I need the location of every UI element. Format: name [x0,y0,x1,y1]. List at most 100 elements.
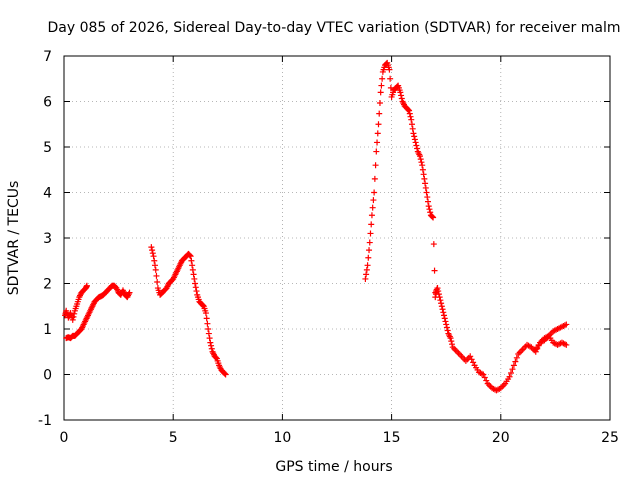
data-point [435,291,442,298]
data-point [150,253,157,260]
data-point [429,213,436,220]
data-point [205,326,212,332]
y-tick-label: 0 [43,368,52,384]
data-point [447,335,454,342]
series-3 [148,244,229,378]
x-tick-label: 10 [273,430,291,446]
data-point [406,107,413,114]
data-point [483,377,490,384]
series-6 [532,321,570,353]
data-point [200,302,207,309]
ticks: 0 5 10 15 20 25 -1 0 1 2 3 4 5 6 7 [38,49,619,446]
data-point [222,371,229,378]
data-point [372,162,379,169]
data-point [441,312,448,319]
data-point [373,148,380,155]
data-point [426,206,433,213]
data-point [409,125,416,132]
data-point [202,310,209,317]
data-point [366,247,373,254]
series-1 [63,282,133,342]
data-point [440,309,447,316]
data-point [510,362,517,369]
data-point [481,374,488,381]
data-point [436,294,443,301]
x-axis-label: GPS time / hours [275,459,392,475]
data-point [398,95,405,102]
data-point [70,313,77,320]
data-point [443,321,450,328]
data-point [213,354,220,361]
chart-title: Day 085 of 2026, Sidereal Day-to-day VTE… [48,20,621,36]
data-point [204,320,211,327]
data-point [507,369,514,376]
data-point [187,253,194,260]
data-point [398,92,405,99]
data-point [467,353,474,360]
data-point [435,288,442,295]
data-point [412,139,419,146]
data-point [370,197,377,204]
data-point [71,310,78,317]
y-tick-label: 7 [43,49,52,65]
data-point [192,280,199,287]
data-point [207,339,214,346]
data-point [443,324,450,331]
data-point [368,212,375,219]
data-point [437,297,444,304]
data-point [205,330,212,337]
data-point [386,66,393,73]
grid [64,56,610,420]
data-point [405,106,412,113]
data-point [468,356,475,363]
data-point [418,159,425,166]
data-point [369,204,376,211]
data-point [431,267,438,274]
data-point [438,300,445,307]
data-point [422,180,429,187]
data-point [189,262,196,269]
data-point [407,113,414,120]
x-tick-label: 15 [383,430,401,446]
data-point [366,239,373,246]
data-point [420,171,427,178]
data-point [411,133,418,140]
data-point [411,136,418,143]
data-point [193,288,200,295]
data-point [149,250,156,257]
y-tick-label: 2 [43,277,52,293]
data-point [397,89,404,96]
data-point [506,373,513,380]
data-point [439,306,446,313]
data-point [186,252,193,259]
data-point [69,316,76,323]
data-point [438,303,445,310]
data-point [208,345,215,352]
data-point [434,285,441,292]
data-point [421,175,428,182]
data-point [444,327,451,334]
data-point [448,338,455,345]
y-tick-label: 1 [43,322,52,338]
data-point [206,335,213,342]
data-point [419,162,426,169]
series-4 [362,59,441,301]
data-point [424,194,431,201]
data-point [408,121,415,128]
data-point [563,341,570,348]
y-tick-label: 3 [43,231,52,247]
data-point [364,262,371,269]
data-point [188,257,195,264]
data-point [417,156,424,163]
data-point [408,116,415,123]
data-point [387,75,394,82]
data-point [423,189,430,196]
data-point [427,209,434,216]
series-2 [62,282,90,323]
data-point [368,221,375,228]
data-points [62,59,570,394]
data-point [442,318,449,325]
x-tick-label: 20 [492,430,510,446]
data-point [449,341,456,348]
